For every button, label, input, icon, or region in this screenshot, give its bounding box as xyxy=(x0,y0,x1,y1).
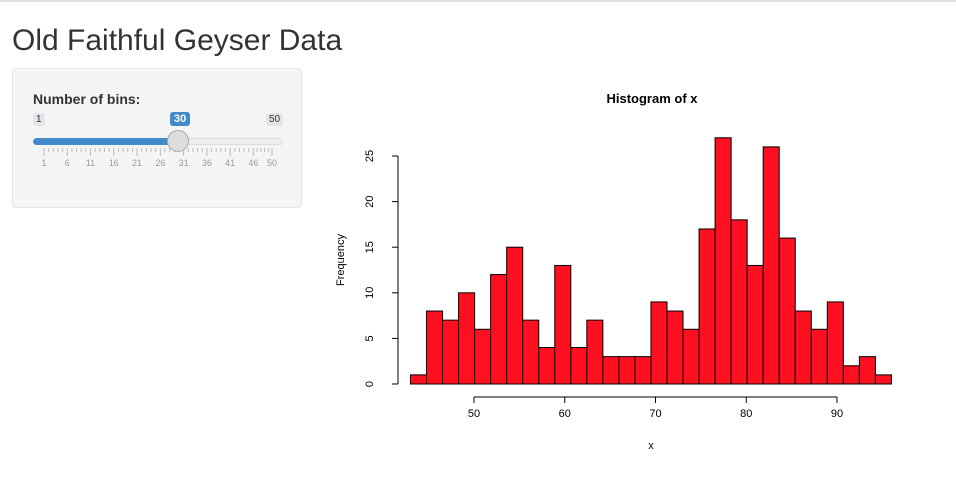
histogram-bar xyxy=(618,356,636,385)
histogram-bar xyxy=(730,219,748,385)
x-tick-label: 50 xyxy=(468,408,480,420)
histogram-bar xyxy=(682,328,700,385)
histogram-bar xyxy=(490,274,508,385)
y-tick-label: 5 xyxy=(364,335,376,341)
y-tick-label: 15 xyxy=(364,241,376,253)
histogram-bar xyxy=(602,356,620,385)
histogram-bar xyxy=(409,374,428,385)
slider-max-label: 50 xyxy=(266,113,284,126)
histogram-bar xyxy=(842,365,860,385)
histogram-bar xyxy=(474,328,492,385)
histogram-bar xyxy=(538,347,556,385)
sidebar-panel: Number of bins: 1 50 30 1 6 11 16 21 26 31 36 41… xyxy=(12,68,302,208)
histogram-bar xyxy=(810,328,828,385)
histogram-bar xyxy=(714,137,732,385)
slider-tick-label: 16 xyxy=(109,158,119,168)
x-axis-label: x xyxy=(648,440,654,452)
slider-min-label: 1 xyxy=(33,113,45,126)
histogram-bar xyxy=(554,264,572,385)
y-axis-label: Frequency xyxy=(335,234,347,286)
histogram-bar xyxy=(858,356,876,385)
slider-tick-label: 1 xyxy=(41,158,46,168)
histogram-bar xyxy=(506,246,524,385)
x-tick-label: 80 xyxy=(740,408,752,420)
slider-tick-label: 36 xyxy=(202,158,212,168)
slider-handle[interactable] xyxy=(167,130,189,152)
histogram-bar xyxy=(762,146,780,385)
histogram-bar xyxy=(666,310,684,385)
slider-tick-label: 21 xyxy=(132,158,142,168)
y-tick-label: 0 xyxy=(364,381,376,387)
histogram-bar xyxy=(778,237,796,385)
slider-tick-label: 26 xyxy=(155,158,165,168)
x-tick-label: 90 xyxy=(831,408,843,420)
slider-tick-label: 41 xyxy=(225,158,235,168)
y-tick-label: 20 xyxy=(364,195,376,207)
histogram-bar xyxy=(570,347,588,385)
slider-tick-label: 6 xyxy=(65,158,70,168)
histogram-bar xyxy=(442,319,460,385)
histogram-bar xyxy=(794,310,812,385)
slider-fill xyxy=(33,138,179,145)
histogram-bar xyxy=(874,374,892,385)
chart-title: Histogram of x xyxy=(606,91,698,106)
histogram-bar xyxy=(426,310,444,385)
histogram-bar xyxy=(698,228,716,385)
y-tick-label: 10 xyxy=(364,287,376,299)
histogram-bar xyxy=(746,264,764,385)
slider-tick-label: 50 xyxy=(267,158,277,168)
slider-value-label: 30 xyxy=(170,112,191,126)
x-tick-label: 70 xyxy=(649,408,661,420)
histogram-plot: Histogram of x 0 5 10 15 20 25 50 60 70 80 90 x Frequ… xyxy=(335,91,892,452)
slider-tick-label: 11 xyxy=(86,158,95,168)
histogram-bar xyxy=(458,292,476,385)
y-tick-label: 25 xyxy=(364,150,376,162)
page-title: Old Faithful Geyser Data xyxy=(12,24,343,57)
bins-label: Number of bins: xyxy=(33,91,141,107)
histogram-bar xyxy=(586,319,604,385)
histogram-bar xyxy=(522,319,540,385)
x-tick-label: 60 xyxy=(559,408,571,420)
slider-tick-label: 31 xyxy=(179,158,189,168)
slider-ticks: 1 6 11 16 21 26 31 36 41 46 50 xyxy=(41,148,277,168)
slider-tick-label: 46 xyxy=(248,158,258,168)
histogram-bar xyxy=(826,301,844,385)
histogram-bar xyxy=(634,356,652,385)
histogram-bar xyxy=(650,301,668,385)
